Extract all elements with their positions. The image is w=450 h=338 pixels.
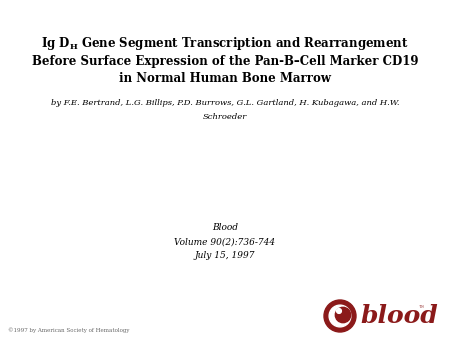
- Circle shape: [324, 300, 356, 332]
- Circle shape: [329, 305, 351, 327]
- Text: ™: ™: [418, 307, 423, 312]
- Circle shape: [337, 309, 342, 313]
- Text: in Normal Human Bone Marrow: in Normal Human Bone Marrow: [119, 72, 331, 86]
- Text: Schroeder: Schroeder: [203, 113, 247, 121]
- Text: Ig D$_\mathregular{H}$ Gene Segment Transcription and Rearrangement: Ig D$_\mathregular{H}$ Gene Segment Tran…: [41, 34, 409, 51]
- Text: July 15, 1997: July 15, 1997: [195, 251, 255, 261]
- Text: Blood: Blood: [212, 223, 238, 233]
- Text: ©1997 by American Society of Hematology: ©1997 by American Society of Hematology: [8, 327, 130, 333]
- Text: by F.E. Bertrand, L.G. Billips, P.D. Burrows, G.L. Gartland, H. Kubagawa, and H.: by F.E. Bertrand, L.G. Billips, P.D. Bur…: [51, 99, 399, 107]
- Text: Volume 90(2):736-744: Volume 90(2):736-744: [175, 238, 275, 246]
- Circle shape: [335, 307, 351, 323]
- Text: Before Surface Expression of the Pan-B–Cell Marker CD19: Before Surface Expression of the Pan-B–C…: [32, 54, 418, 68]
- Text: blood: blood: [360, 304, 438, 328]
